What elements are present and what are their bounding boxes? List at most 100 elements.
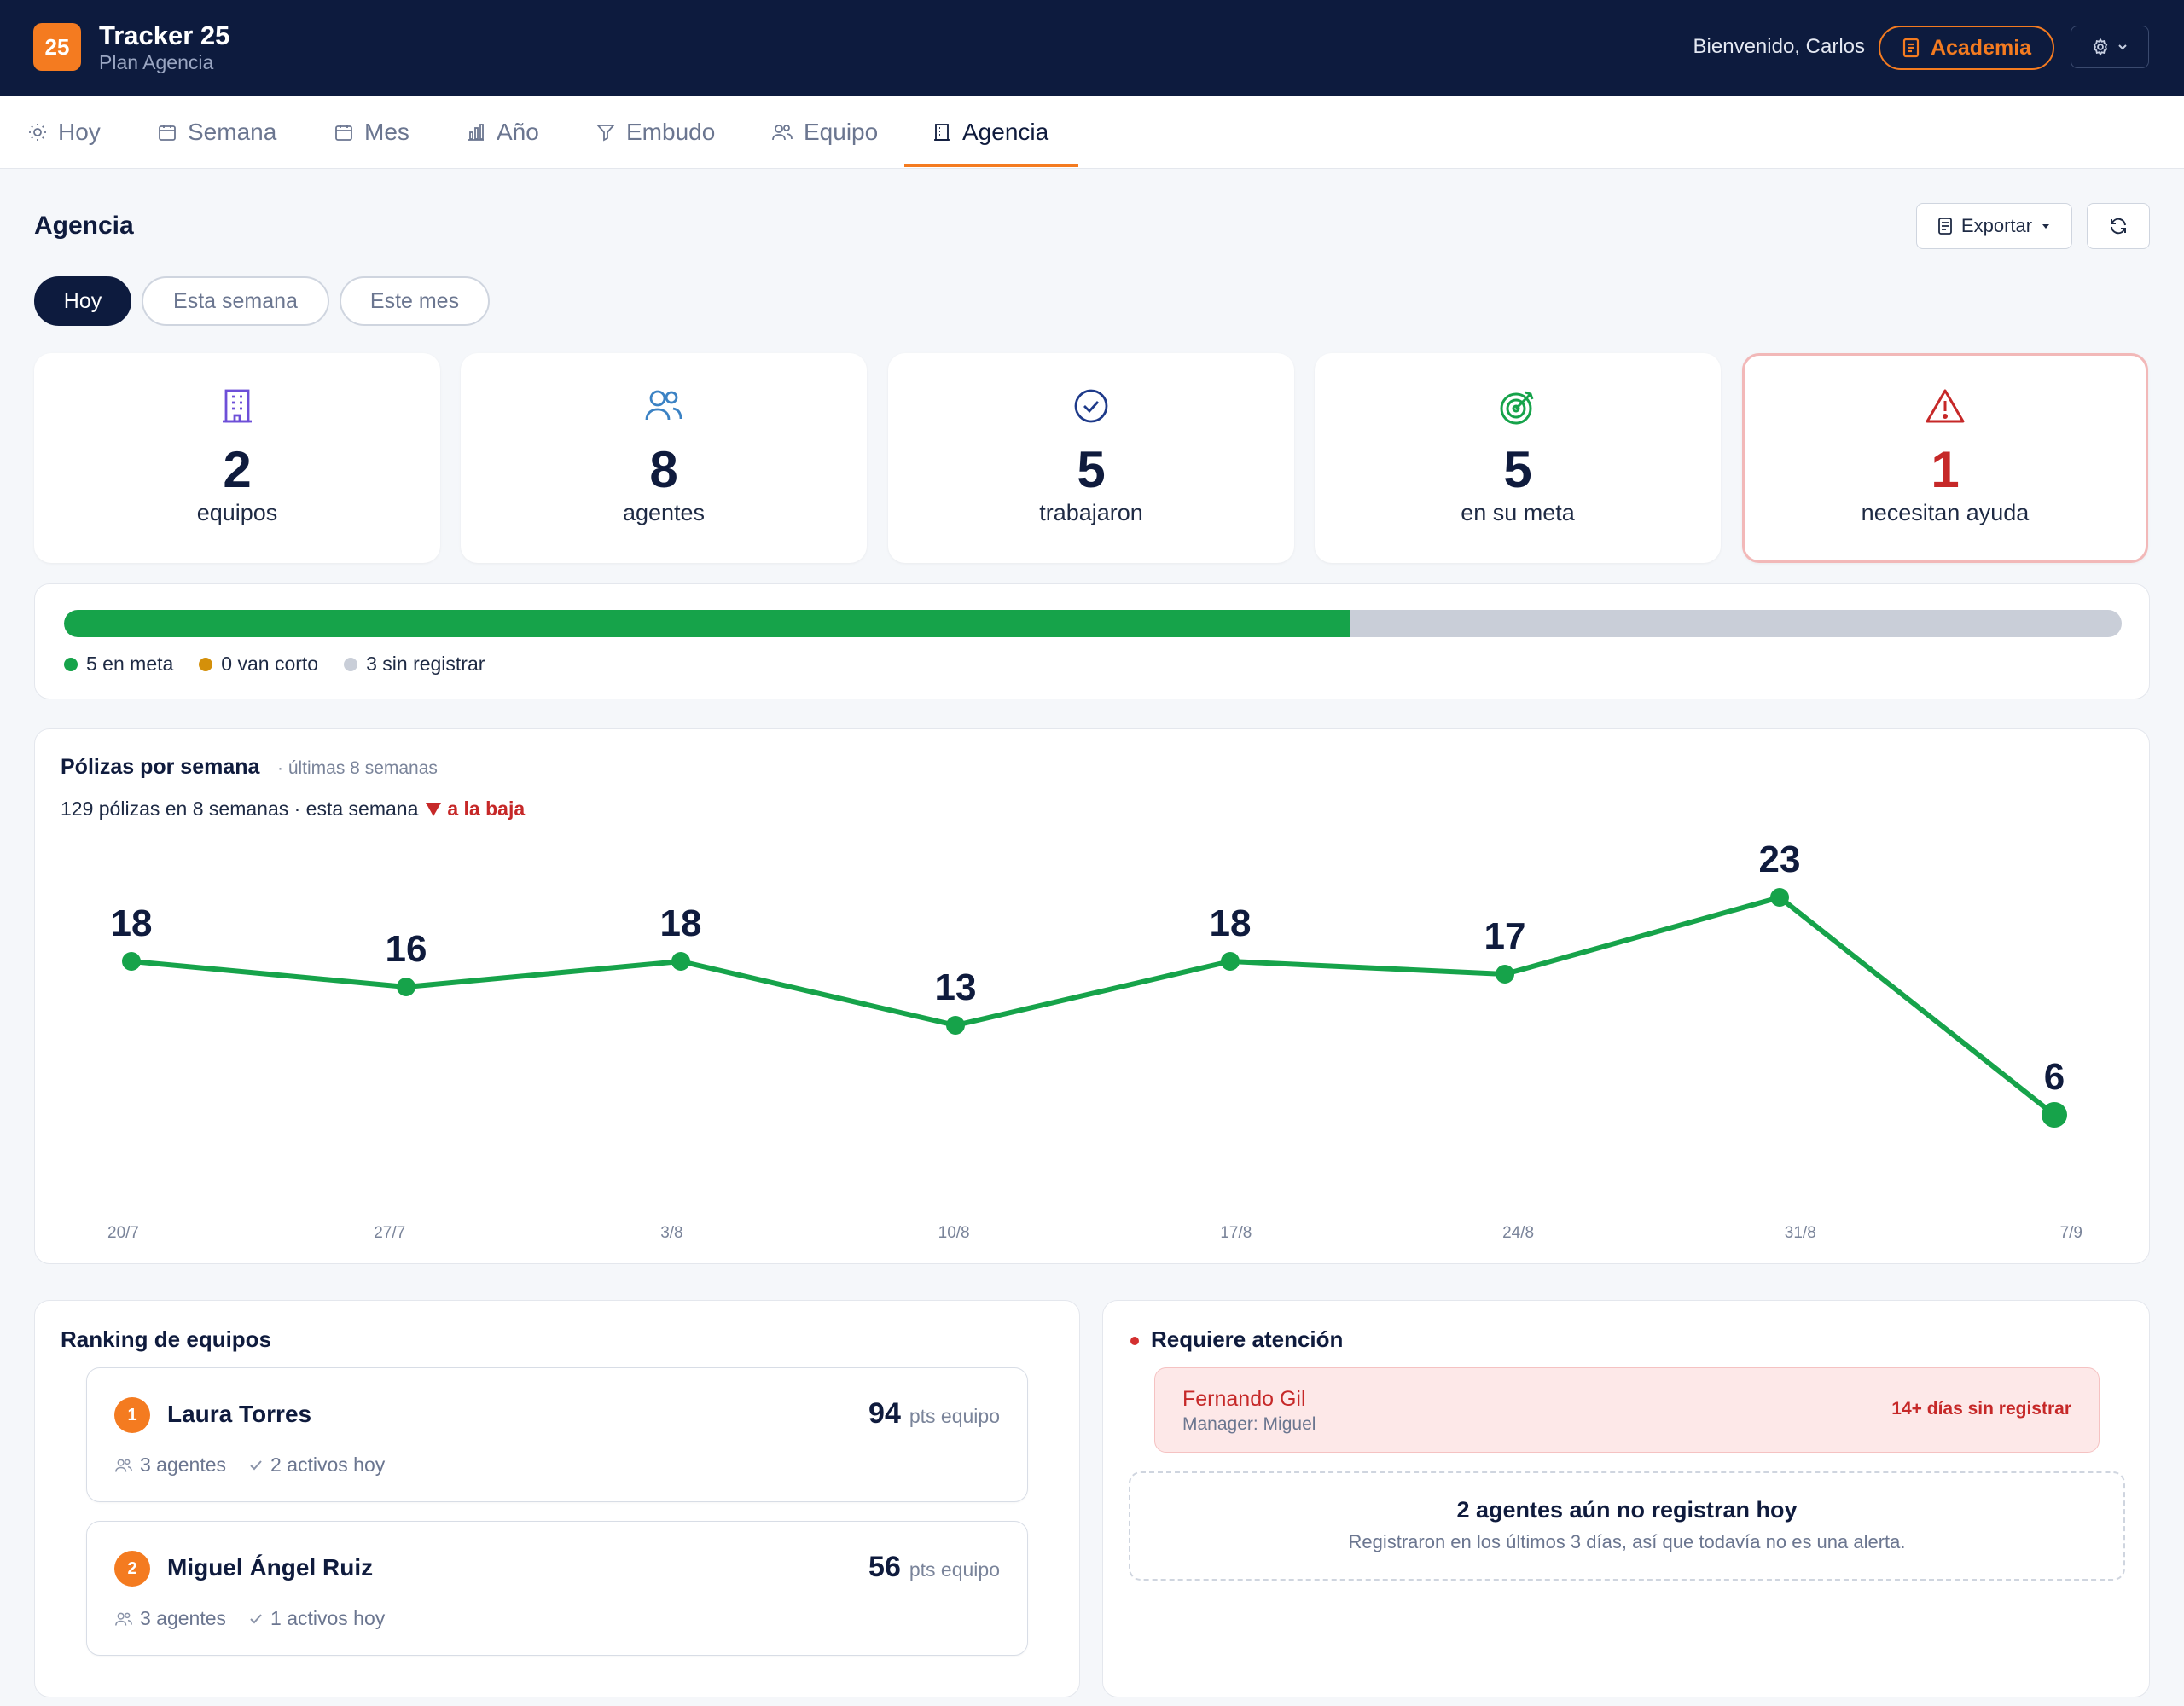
data-label: 16 [386, 928, 427, 970]
academia-label: Academia [1930, 35, 2032, 60]
period-esta-semana[interactable]: Esta semana [142, 276, 329, 326]
chevron-down-icon [2118, 44, 2127, 50]
rank-badge: 2 [114, 1551, 150, 1587]
pending-title: 2 agentes aún no registran hoy [1456, 1497, 1798, 1523]
academia-button[interactable]: Academia [1879, 26, 2054, 70]
data-label: 6 [2044, 1056, 2065, 1098]
tab-label: Equipo [804, 119, 879, 145]
data-label: 18 [111, 902, 153, 944]
top-bar: 25 Tracker 25 Plan Agencia Bienvenido, C… [0, 0, 2184, 96]
x-tick-label: 17/8 [1220, 1224, 1252, 1242]
stat-card-trabajaron: 5 trabajaron [888, 353, 1294, 563]
trend-label: a la baja [447, 798, 526, 820]
tab-bar: Hoy Semana Mes Año Embudo Equipo Agencia [0, 96, 2184, 169]
attention-item[interactable]: Fernando Gil Manager: Miguel 14+ días si… [1154, 1367, 2100, 1453]
chart-summary: 129 pólizas en 8 semanas · esta semana a… [61, 798, 525, 821]
chart-summary-text: 129 pólizas en 8 semanas · esta semana [61, 798, 419, 820]
data-point[interactable] [671, 952, 690, 971]
data-point[interactable] [1496, 965, 1514, 984]
stat-card-en-su-meta: 5 en su meta [1315, 353, 1721, 563]
team-item[interactable]: 2 Miguel Ángel Ruiz 56 pts equipo 3 agen… [86, 1521, 1028, 1656]
data-point[interactable] [122, 952, 141, 971]
calendar-icon [335, 125, 352, 141]
data-label: 18 [1210, 902, 1252, 944]
warning-icon [1926, 389, 1965, 423]
refresh-button[interactable] [2087, 203, 2150, 249]
tab-label: Año [497, 119, 539, 145]
x-tick-label: 7/9 [2060, 1224, 2082, 1242]
check-icon [250, 1613, 262, 1623]
stat-value: 5 [1077, 441, 1106, 498]
progress-card: 5 en meta 0 van corto 3 sin registrar [34, 583, 2150, 699]
caret-down-icon [2042, 224, 2050, 229]
app-logo: 25 [33, 23, 81, 71]
data-point[interactable] [1221, 952, 1240, 971]
progress-fill [64, 610, 1350, 637]
tab-ano[interactable]: Año [466, 96, 539, 169]
stat-card-necesitan-ayuda: 1 necesitan ayuda [1742, 353, 2148, 563]
data-point[interactable] [946, 1016, 965, 1035]
stat-label: necesitan ayuda [1861, 500, 2030, 525]
progress-legend: 5 en meta 0 van corto 3 sin registrar [64, 653, 485, 676]
users-icon [115, 1459, 132, 1472]
x-tick-label: 10/8 [938, 1224, 970, 1242]
target-icon [1500, 391, 1534, 425]
x-tick-label: 31/8 [1785, 1224, 1816, 1242]
line-chart: 18 16 18 13 18 17 23 6 20/7 27/7 3/8 10/8 17/8 24/8 31… [107, 838, 2082, 1242]
data-point[interactable] [2042, 1102, 2067, 1128]
tab-label: Hoy [58, 119, 101, 145]
team-points: 56 pts equipo [868, 1551, 1000, 1583]
team-item[interactable]: 1 Laura Torres 94 pts equipo 3 agentes 2… [86, 1367, 1028, 1502]
team-meta: 3 agentes 1 activos hoy [114, 1607, 385, 1630]
gear-icon [2093, 38, 2108, 56]
legend-en-meta: 5 en meta [64, 653, 173, 676]
x-tick-label: 20/7 [107, 1224, 139, 1242]
refresh-icon [2111, 218, 2126, 235]
users-icon [645, 390, 682, 421]
tab-semana[interactable]: Semana [157, 96, 276, 169]
data-label: 23 [1759, 838, 1801, 880]
trend-indicator: a la baja [425, 798, 525, 821]
legend-van-corto: 0 van corto [199, 653, 318, 676]
period-hoy[interactable]: Hoy [34, 276, 131, 326]
document-icon [1938, 218, 1952, 235]
stat-value: 2 [223, 441, 252, 498]
sun-icon [29, 124, 46, 141]
stat-value: 5 [1503, 441, 1532, 498]
stat-label: en su meta [1461, 500, 1575, 525]
team-meta: 3 agentes 2 activos hoy [114, 1454, 385, 1477]
tab-embudo[interactable]: Embudo [595, 96, 715, 169]
data-point[interactable] [397, 978, 415, 996]
settings-button[interactable] [2071, 26, 2149, 68]
check-icon [250, 1459, 262, 1470]
rank-badge: 1 [114, 1397, 150, 1433]
data-point[interactable] [1770, 888, 1789, 907]
attention-title: Requiere atención [1151, 1326, 1344, 1352]
tab-equipo[interactable]: Equipo [771, 96, 878, 169]
stat-label: trabajaron [1039, 500, 1143, 525]
x-tick-label: 24/8 [1502, 1224, 1534, 1242]
plan-label: Plan Agencia [99, 51, 214, 73]
team-name: Miguel Ángel Ruiz [167, 1554, 374, 1581]
tab-agencia[interactable]: Agencia [932, 96, 1048, 169]
period-este-mes[interactable]: Este mes [340, 276, 490, 326]
welcome-text: Bienvenido, Carlos [1693, 35, 1865, 58]
export-label: Exportar [1960, 215, 2033, 236]
triangle-down-icon [426, 802, 442, 816]
data-label: 17 [1484, 915, 1526, 957]
building-icon [223, 389, 252, 423]
funnel-icon [596, 125, 615, 142]
tab-mes[interactable]: Mes [334, 96, 410, 169]
users-icon [115, 1612, 132, 1626]
stat-value: 1 [1931, 441, 1960, 498]
pending-agents-box: 2 agentes aún no registran hoy Registrar… [1129, 1471, 2125, 1581]
export-button[interactable]: Exportar [1916, 203, 2072, 249]
check-circle-icon [1074, 389, 1108, 423]
tab-hoy[interactable]: Hoy [27, 96, 101, 169]
stat-card-agentes: 8 agentes [461, 353, 867, 563]
active-tab-indicator [904, 164, 1078, 167]
legend-sin-registrar: 3 sin registrar [344, 653, 485, 676]
pending-subtitle: Registraron en los últimos 3 días, así q… [1348, 1531, 1906, 1552]
tab-label: Agencia [962, 119, 1049, 145]
team-name: Laura Torres [167, 1401, 312, 1427]
